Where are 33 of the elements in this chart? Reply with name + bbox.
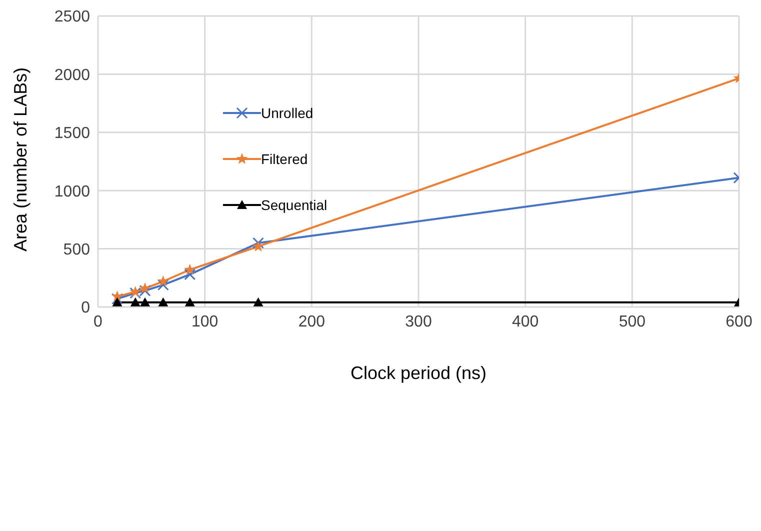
x-tick-label: 400 bbox=[512, 313, 539, 330]
y-tick-label: 1000 bbox=[54, 183, 90, 200]
legend-label: Sequential bbox=[261, 197, 328, 213]
x-tick-label: 300 bbox=[405, 313, 432, 330]
y-tick-label: 0 bbox=[81, 300, 90, 317]
point bbox=[112, 297, 122, 306]
point bbox=[140, 297, 150, 306]
point bbox=[184, 264, 196, 275]
point bbox=[252, 237, 264, 249]
y-tick-label: 1500 bbox=[54, 125, 90, 142]
point bbox=[112, 290, 123, 302]
point bbox=[184, 297, 195, 306]
point bbox=[252, 240, 264, 252]
x-tick-label: 0 bbox=[94, 313, 103, 330]
x-tick-label: 200 bbox=[298, 313, 326, 330]
point bbox=[157, 279, 169, 291]
point bbox=[139, 282, 151, 294]
point bbox=[157, 275, 169, 286]
y-tick-label: 500 bbox=[63, 241, 90, 258]
point bbox=[253, 297, 264, 306]
point bbox=[130, 297, 140, 306]
y-tick-label: 2500 bbox=[54, 8, 90, 26]
x-tick-label: 600 bbox=[726, 313, 752, 330]
y-tick-label: 2000 bbox=[54, 66, 90, 84]
point bbox=[158, 297, 168, 306]
y-axis-title: Area (number of LABs) bbox=[10, 67, 30, 252]
legend-label: Filtered bbox=[261, 151, 308, 167]
x-tick-label: 100 bbox=[191, 313, 218, 330]
x-axis-title: Clock period (ns) bbox=[350, 363, 487, 383]
point bbox=[184, 268, 196, 280]
point bbox=[111, 293, 123, 305]
x-tick-label: 500 bbox=[618, 313, 646, 330]
legend-label: Unrolled bbox=[261, 105, 314, 121]
